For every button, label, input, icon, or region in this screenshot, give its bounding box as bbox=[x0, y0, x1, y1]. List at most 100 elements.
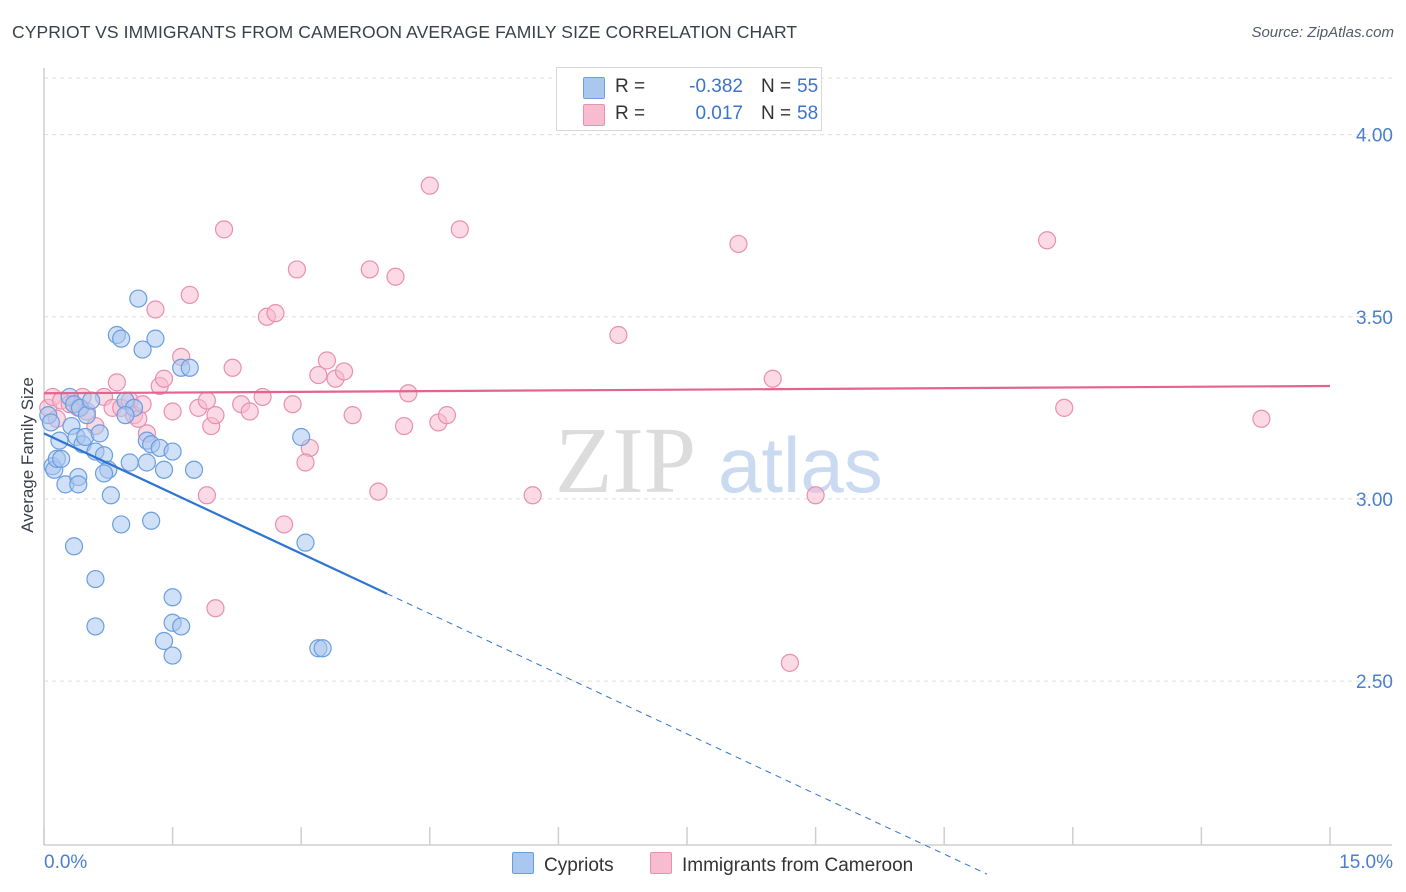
y-tick-label: 3.00 bbox=[1356, 490, 1393, 511]
scatter-point bbox=[369, 482, 388, 501]
scatter-point bbox=[1055, 398, 1074, 417]
trend-lines bbox=[43, 384, 1331, 875]
scatter-point bbox=[163, 588, 182, 607]
legend-swatch-pink bbox=[583, 104, 605, 126]
y-tick-label: 4.00 bbox=[1356, 126, 1393, 147]
trend-line-cypriots bbox=[43, 432, 388, 595]
scatter-point bbox=[399, 384, 418, 403]
legend-n-value: 55 bbox=[797, 76, 819, 97]
legend-n-label: N = bbox=[761, 76, 792, 97]
scatter-point bbox=[1037, 231, 1057, 250]
scatter-point bbox=[317, 351, 337, 370]
watermark: ZIP atlas bbox=[555, 409, 883, 513]
scatter-point bbox=[112, 515, 131, 534]
scatter-point bbox=[1252, 409, 1271, 428]
scatter-point bbox=[313, 639, 332, 658]
scatter-point bbox=[450, 220, 469, 239]
scatter-point bbox=[146, 329, 165, 348]
y-tick-label: 2.50 bbox=[1356, 672, 1393, 693]
axes bbox=[43, 68, 1392, 846]
scatter-point bbox=[142, 511, 161, 530]
legend-label-cameroon: Immigrants from Cameroon bbox=[682, 855, 914, 876]
scatter-point bbox=[163, 402, 182, 421]
scatter-point bbox=[296, 533, 315, 552]
scatter-point bbox=[129, 289, 148, 308]
scatter-point bbox=[309, 365, 328, 385]
scatter-point bbox=[86, 617, 105, 636]
scatter-point bbox=[90, 424, 109, 443]
correlation-legend: R = -0.382 N = 55 R = 0.017 N = 58 bbox=[556, 67, 822, 131]
scatter-point bbox=[52, 449, 71, 468]
scatter-point bbox=[386, 267, 405, 286]
legend-item-cypriots: Cypriots bbox=[512, 852, 614, 877]
legend-r-value: -0.382 bbox=[689, 76, 743, 97]
scatter-point bbox=[184, 460, 204, 479]
scatter-point bbox=[94, 464, 114, 483]
scatter-point bbox=[64, 537, 84, 556]
scatter-point bbox=[116, 406, 135, 425]
scatter-point bbox=[154, 631, 174, 651]
scatter-point bbox=[240, 402, 259, 421]
scatter-point bbox=[180, 358, 199, 377]
chart-title: CYPRIOT VS IMMIGRANTS FROM CAMEROON AVER… bbox=[12, 22, 798, 42]
scatter-point bbox=[223, 358, 242, 377]
scatter-point bbox=[69, 475, 88, 494]
scatter-point bbox=[609, 325, 628, 345]
source-credit: Source: ZipAtlas.com bbox=[1251, 24, 1394, 41]
scatter-point bbox=[86, 569, 105, 589]
scatter-point bbox=[274, 515, 294, 534]
scatter-point bbox=[163, 646, 182, 665]
watermark-zip: ZIP bbox=[555, 409, 696, 513]
scatter-point bbox=[206, 406, 225, 425]
scatter-point bbox=[394, 416, 414, 436]
legend-swatch-blue bbox=[583, 77, 605, 99]
scatter-point bbox=[763, 369, 782, 388]
scatter-point bbox=[137, 453, 156, 472]
scatter-point bbox=[82, 391, 101, 410]
series-cypriots-points bbox=[39, 289, 332, 665]
scatter-point bbox=[146, 300, 165, 319]
legend-label-cypriots: Cypriots bbox=[544, 855, 614, 876]
legend-swatch-cypriots bbox=[512, 852, 534, 874]
x-axis-max-label: 15.0% bbox=[1339, 852, 1393, 873]
scatter-point bbox=[420, 176, 439, 195]
scatter-point bbox=[154, 369, 174, 388]
y-tick-labels: 2.50 3.00 3.50 4.00 bbox=[1356, 126, 1393, 693]
trend-line-cameroon bbox=[43, 384, 1331, 395]
scatter-point bbox=[172, 617, 191, 636]
scatter-point bbox=[107, 373, 126, 392]
scatter-point bbox=[41, 413, 60, 432]
scatter-point bbox=[133, 340, 152, 359]
legend-swatch-cameroon bbox=[650, 852, 672, 874]
scatter-point bbox=[180, 285, 199, 305]
x-axis-min-label: 0.0% bbox=[44, 852, 88, 873]
scatter-point bbox=[120, 453, 139, 472]
scatter-point bbox=[523, 486, 542, 505]
scatter-point bbox=[296, 453, 315, 472]
y-tick-label: 3.50 bbox=[1356, 308, 1393, 329]
scatter-point bbox=[437, 406, 457, 425]
scatter-point bbox=[101, 486, 120, 505]
scatter-point bbox=[292, 427, 311, 447]
legend-n-value: 58 bbox=[797, 103, 819, 124]
scatter-point bbox=[806, 486, 825, 505]
scatter-point bbox=[360, 260, 379, 279]
scatter-point bbox=[729, 234, 748, 254]
scatter-point bbox=[334, 362, 354, 381]
scatter-point bbox=[283, 395, 302, 414]
scatter-point bbox=[154, 460, 174, 479]
scatter-point bbox=[206, 599, 225, 618]
legend-item-cameroon: Immigrants from Cameroon bbox=[650, 852, 913, 877]
legend-r-value: 0.017 bbox=[695, 103, 743, 124]
trend-extension-cypriots bbox=[386, 593, 988, 875]
watermark-atlas: atlas bbox=[718, 421, 883, 509]
scatter-point bbox=[287, 260, 307, 279]
scatter-point bbox=[780, 653, 799, 672]
scatter-point bbox=[343, 406, 362, 425]
scatter-point bbox=[112, 329, 131, 348]
scatter-point bbox=[266, 304, 285, 323]
scatter-point bbox=[214, 220, 234, 239]
grid-lines bbox=[44, 77, 1392, 682]
scatter-point bbox=[197, 486, 216, 505]
